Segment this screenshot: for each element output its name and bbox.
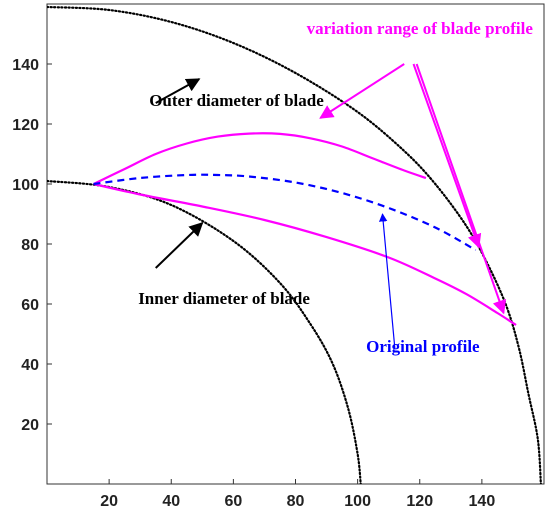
x-tick-label: 60 [224,493,242,510]
x-tick-label: 120 [406,493,433,510]
y-tick-label: 60 [21,297,39,314]
annotation-arrow-2 [319,63,405,119]
x-tick-label: 80 [287,493,305,510]
x-tick-label: 40 [162,493,180,510]
series-layer [47,5,542,484]
series-line-4 [93,173,477,251]
tick-layer: 20 40 60 80 100 120 140 20 40 60 80 100 120 140 [12,57,495,510]
y-tick-label: 100 [12,177,39,194]
series-line-1 [47,5,542,484]
series-line-3 [93,182,517,326]
x-tick-label: 140 [469,493,496,510]
y-tick-label: 140 [12,57,39,74]
annotation-arrow-4 [415,63,507,315]
arrow-layer [155,63,507,350]
annotation-arrow-1 [155,222,204,269]
annotation-label-0: variation range of blade profile [307,19,534,38]
y-tick-label: 120 [12,117,39,134]
x-tick-label: 100 [344,493,371,510]
x-tick-label: 20 [100,493,118,510]
annotation-arrow-5 [378,213,396,350]
annotation-label-2: Inner diameter of blade [138,289,310,308]
y-tick-label: 20 [21,417,39,434]
annotation-arrow-3 [412,63,482,249]
annotation-arrow-0 [155,78,201,104]
y-tick-label: 40 [21,357,39,374]
annotation-layer: variation range of blade profile Outer di… [138,19,533,356]
annotation-label-1: Outer diameter of blade [149,91,324,110]
y-tick-label: 80 [21,237,39,254]
series-line-2 [93,132,427,185]
plot-area [46,3,545,485]
annotation-label-3: Original profile [366,337,480,356]
